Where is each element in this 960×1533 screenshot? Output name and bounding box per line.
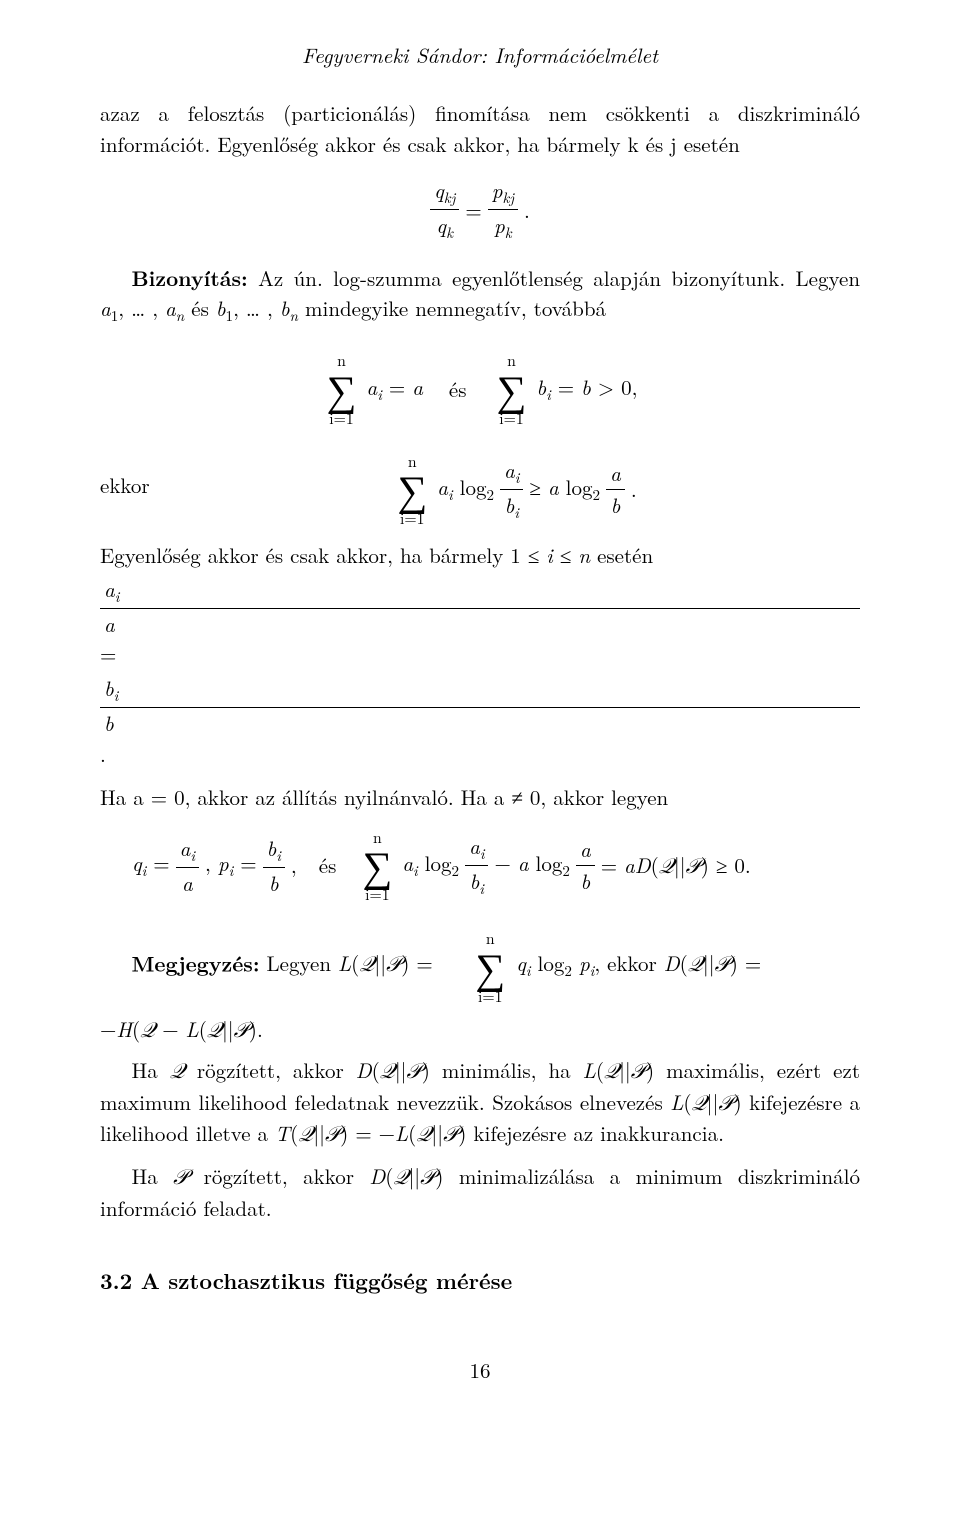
section-heading: 3.2 A sztochasztikus függőség mérése <box>100 1265 860 1297</box>
paragraph-ha-a-zero: Ha a = 0, akkor az állítás nyilnánvaló. … <box>100 782 860 812</box>
remark-label: Megjegyzés: <box>132 948 260 978</box>
text: Ha a = 0, akkor az állítás nyilnánvaló. … <box>100 782 668 812</box>
text: Ha 𝒫 rögzített, akkor D(𝒬||𝒫) minimalizá… <box>100 1161 860 1222</box>
text: Ha 𝒬 rögzített, akkor D(𝒬||𝒫) minimális,… <box>100 1055 860 1148</box>
proof-paragraph: Bizonyítás: Az ún. log-szumma egyenlőtle… <box>100 263 860 328</box>
text: azaz a felosztás (particionálás) finomít… <box>100 98 860 158</box>
text: Egyenlőség akkor és csak akkor, ha bárme… <box>100 540 653 570</box>
ekkor-label: ekkor <box>100 470 170 500</box>
paragraph-p-fixed: Ha 𝒫 rögzített, akkor D(𝒬||𝒫) minimalizá… <box>100 1161 860 1223</box>
equation-1: qkj qk = pkj pk . <box>100 175 860 244</box>
paragraph-intro: azaz a felosztás (particionálás) finomít… <box>100 98 860 159</box>
ekkor-block: ekkor n ∑ i=1 ai log2 ai bi ≥ a log2 a b… <box>100 444 860 527</box>
paragraph-equality: Egyenlőség akkor és csak akkor, ha bárme… <box>100 540 860 772</box>
remark-paragraph: Megjegyzés: Legyen L(𝒬||𝒫) = n ∑ i=1 qi … <box>100 930 860 1004</box>
paragraph-q-fixed: Ha 𝒬 rögzített, akkor D(𝒬||𝒫) minimális,… <box>100 1055 860 1149</box>
text-es: és <box>449 374 467 404</box>
equation-4: qi = ai a , pi = bi b , és n ∑ i=1 ai lo… <box>100 829 860 903</box>
page-header: Fegyverneki Sándor: Információelmélet <box>100 40 860 70</box>
proof-label: Bizonyítás: <box>132 263 248 293</box>
equation-2: n ∑ i=1 ai = a és n ∑ i=1 bi = b > 0, <box>100 343 860 426</box>
page-number: 16 <box>100 1355 860 1385</box>
sum-lower: i=1 <box>327 410 357 426</box>
remark-continuation: −H(𝒬 − L(𝒬||𝒫). <box>100 1014 860 1045</box>
